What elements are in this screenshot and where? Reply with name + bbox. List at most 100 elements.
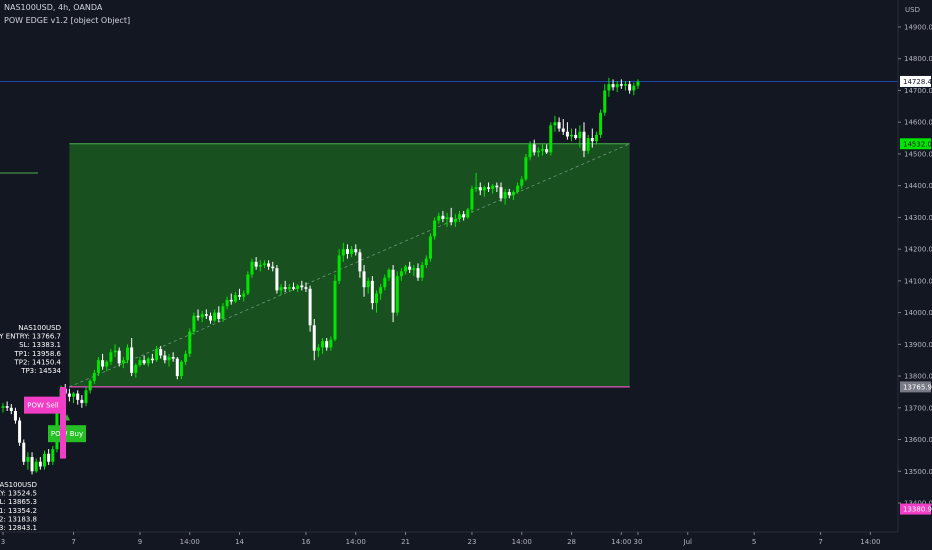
candle-body — [482, 187, 486, 191]
candle-body — [428, 236, 432, 259]
y-tick-label: 13500.0 — [904, 468, 932, 476]
candle-body — [200, 314, 204, 318]
candle-body — [636, 81, 640, 86]
candle-body — [47, 453, 51, 462]
candle-body — [296, 285, 300, 289]
price-marker-label: 14728.4 — [903, 78, 932, 86]
candle-body — [167, 357, 171, 361]
x-tick-label: 14:00 — [346, 538, 366, 546]
candle-body — [478, 187, 482, 191]
signal-label — [24, 396, 62, 414]
x-tick-label: 30 — [633, 538, 642, 546]
candle-body — [204, 314, 208, 316]
candle-body — [487, 187, 491, 189]
candle-body — [283, 287, 287, 289]
candle-body — [321, 341, 325, 348]
buy-info-line: TP2: 14150.4 — [14, 358, 62, 366]
candle-body — [536, 150, 540, 153]
y-tick-label: 14500.0 — [904, 150, 932, 158]
candle-body — [18, 420, 22, 443]
candle-body — [76, 393, 80, 400]
candle-body — [209, 315, 212, 321]
buy-info-line: TP3: 14534 — [20, 367, 61, 375]
candle-body — [213, 312, 217, 321]
x-tick-label: 3 — [1, 538, 5, 546]
candle-body — [96, 360, 100, 373]
candle-body — [358, 252, 362, 272]
candle-body — [9, 407, 13, 411]
candle-body — [491, 185, 495, 189]
candle-body — [395, 276, 399, 313]
candle-body — [72, 393, 76, 397]
x-tick-label: 7 — [818, 538, 822, 546]
signal-label — [48, 425, 86, 443]
candle-body — [379, 287, 383, 294]
x-tick-label: 14:00 — [611, 538, 631, 546]
y-tick-label: 13600.0 — [904, 436, 932, 444]
indicator-title: POW EDGE v1.2 [object Object] — [4, 16, 131, 25]
candle-body — [619, 84, 623, 86]
candle-body — [67, 393, 71, 397]
y-tick-label: 14300.0 — [904, 214, 932, 222]
price-marker — [900, 75, 931, 87]
candle-body — [545, 149, 549, 153]
x-tick-label: Jul — [683, 538, 693, 546]
y-tick-label: 14600.0 — [904, 119, 932, 127]
candle-body — [453, 218, 457, 223]
candle-body — [445, 217, 449, 219]
candle-body — [561, 128, 565, 132]
candle-body — [126, 347, 129, 361]
candle-body — [420, 265, 424, 278]
candle-body — [462, 214, 466, 218]
candle-body — [88, 380, 92, 391]
candle-body — [632, 85, 636, 91]
candle-body — [5, 406, 9, 408]
x-tick-label: 28 — [567, 538, 576, 546]
x-tick-label: 14:00 — [180, 538, 200, 546]
candle-body — [150, 358, 154, 361]
candle-body — [474, 187, 478, 189]
x-tick-label: 21 — [401, 538, 410, 546]
candle-body — [416, 268, 420, 278]
currency-label: USD — [905, 6, 920, 14]
candle-body — [391, 269, 395, 313]
candle-body — [528, 144, 532, 158]
y-tick-label: 14200.0 — [904, 246, 932, 254]
candle-body — [246, 274, 250, 294]
candle-body — [130, 347, 134, 373]
candle-body — [258, 265, 262, 267]
candle-body — [316, 347, 320, 351]
candle-body — [441, 215, 445, 219]
candle-body — [582, 131, 586, 151]
price-marker — [900, 138, 931, 150]
candle-body — [146, 358, 150, 364]
candle-body — [458, 214, 461, 219]
candle-body — [26, 456, 30, 462]
candle-body — [350, 249, 354, 254]
sell-info-line: TP2: 13183.8 — [0, 515, 37, 523]
candle-body — [325, 341, 329, 348]
candle-body — [1, 406, 5, 408]
y-tick-label: 14000.0 — [904, 309, 932, 317]
candle-body — [184, 353, 188, 362]
candle-body — [225, 299, 229, 307]
candle-body — [113, 350, 117, 353]
candle-body — [254, 261, 258, 267]
profit-zone — [69, 143, 630, 387]
candle-body — [511, 192, 515, 196]
candle-body — [262, 263, 266, 265]
candle-body — [354, 249, 358, 253]
candle-body — [250, 261, 254, 275]
candle-body — [221, 306, 225, 319]
signal-bar — [60, 387, 66, 459]
candle-body — [117, 350, 121, 364]
candle-body — [578, 131, 582, 139]
candle-body — [43, 453, 46, 467]
candle-body — [312, 325, 316, 351]
x-tick-label: 7 — [71, 538, 75, 546]
candle-body — [470, 188, 474, 210]
candle-body — [30, 456, 34, 472]
candle-body — [615, 84, 619, 88]
candle-body — [188, 331, 192, 354]
